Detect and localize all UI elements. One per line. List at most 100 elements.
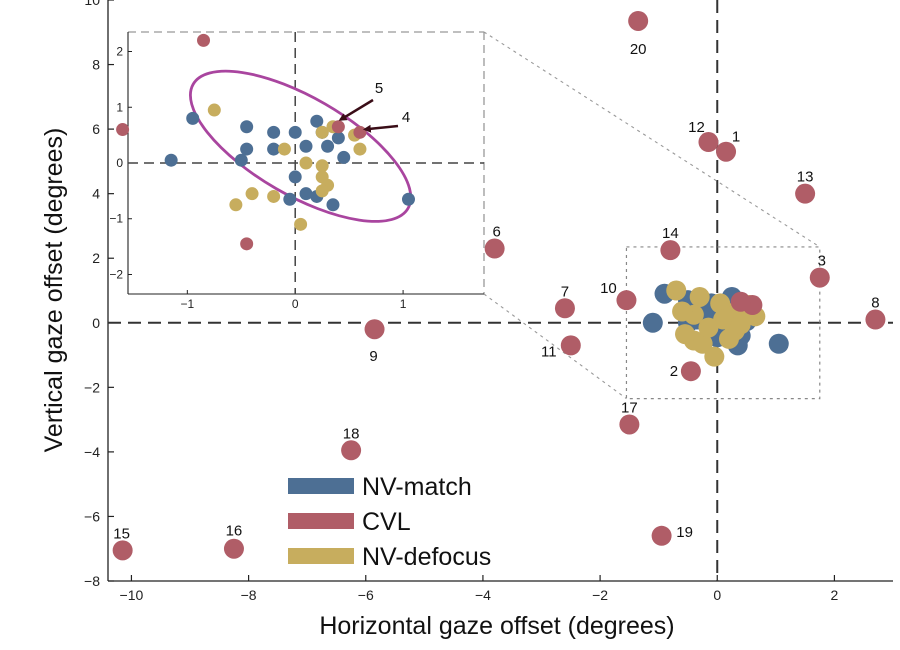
cvl-label-2: 2: [670, 363, 678, 380]
inset-point-nv-match: [299, 187, 313, 201]
arrow-5: [338, 98, 374, 121]
point-nv-match: [642, 312, 663, 333]
x-tick-label: −4: [475, 587, 491, 603]
inset-x-tick-label: 1: [400, 297, 407, 311]
point-cvl: [341, 440, 362, 461]
point-nv-defocus: [666, 280, 687, 301]
inset-point-nv-defocus: [229, 198, 243, 212]
point-cvl: [865, 309, 886, 330]
inset-point-nv-match: [310, 114, 324, 128]
x-axis-label: Horizontal gaze offset (degrees): [319, 612, 674, 640]
cvl-label-19: 19: [676, 524, 693, 541]
inset-point-cvl: [353, 125, 367, 139]
point-cvl: [795, 183, 816, 204]
inset-point-nv-match: [267, 142, 281, 156]
inset-point-nv-defocus: [315, 125, 329, 139]
point-nv-defocus: [689, 286, 710, 307]
x-tick-label: −8: [241, 587, 257, 603]
legend-label-nv-defocus: NV-defocus: [362, 543, 491, 571]
inset-point-nv-match: [164, 153, 178, 167]
cvl-label-17: 17: [621, 399, 638, 416]
cvl-label-11: 11: [541, 343, 557, 360]
inset-plot: −1 0 1 −2 −1 0 1 2 5 4: [109, 31, 485, 311]
inset-point-nv-match: [240, 142, 254, 156]
inset-point-nv-defocus: [353, 142, 367, 156]
cvl-label-12: 12: [688, 119, 705, 136]
point-cvl: [651, 525, 672, 546]
point-nv-defocus: [713, 309, 734, 330]
inset-point-nv-match: [267, 125, 281, 139]
point-cvl: [112, 540, 133, 561]
inset-point-nv-match: [331, 131, 345, 145]
inset-label-4: 4: [402, 109, 410, 126]
point-cvl: [628, 10, 649, 31]
point-cvl: [560, 335, 581, 356]
inset-point-nv-match: [234, 153, 248, 167]
point-cvl: [809, 267, 830, 288]
inset-y-tick-label: −1: [109, 212, 123, 226]
point-cvl: [223, 538, 244, 559]
inset-point-nv-defocus: [294, 217, 308, 231]
point-cvl: [680, 361, 701, 382]
cvl-label-16: 16: [226, 523, 243, 540]
x-tick-label: −2: [592, 587, 608, 603]
y-tick-label: 4: [92, 186, 100, 202]
y-tick-label: −6: [84, 508, 100, 524]
y-tick-label: 6: [92, 121, 100, 137]
inset-point-nv-defocus: [315, 159, 329, 173]
cvl-label-3: 3: [818, 253, 826, 270]
inset-point-nv-defocus: [315, 184, 329, 198]
zoom-connector-top: [483, 31, 821, 248]
inset-point-nv-match: [288, 125, 302, 139]
x-tick-label: −6: [358, 587, 374, 603]
point-cvl: [616, 290, 637, 311]
inset-point-nv-match: [186, 111, 200, 125]
inset-point-nv-defocus: [207, 103, 221, 117]
inset-point-nv-match: [288, 170, 302, 184]
point-cvl: [364, 319, 385, 340]
point-cvl: [619, 414, 640, 435]
y-tick-label: 2: [92, 250, 100, 266]
inset-point-cvl: [240, 237, 254, 251]
point-nv-defocus: [710, 293, 731, 314]
zoom-region: [625, 246, 821, 400]
y-tick-label: 10: [84, 0, 100, 8]
point-nv-defocus: [730, 314, 751, 335]
cvl-label-9: 9: [369, 348, 377, 365]
confidence-ellipse: [189, 69, 413, 223]
point-nv-defocus: [672, 301, 693, 322]
inset-point-nv-match: [401, 192, 415, 206]
point-nv-defocus: [692, 333, 713, 354]
main-plot: −10 −8 −6 −4 −2 0 2−8−6−4−20246810123678910111…: [84, 0, 893, 603]
legend-label-cvl: CVL: [362, 508, 411, 536]
inset-point-nv-match: [321, 139, 335, 153]
cvl-label-6: 6: [492, 224, 500, 241]
inset-point-nv-match: [326, 198, 340, 212]
point-cvl: [698, 132, 719, 153]
cvl-label-15: 15: [113, 525, 130, 542]
inset-point-nv-match: [240, 120, 254, 134]
inset-x-tick-label: −1: [180, 297, 194, 311]
inset-point-cvl: [197, 33, 211, 47]
inset-y-tick-label: 1: [116, 100, 123, 114]
point-nv-defocus: [718, 328, 739, 349]
cvl-label-14: 14: [662, 225, 679, 242]
inset-label-5: 5: [375, 80, 383, 97]
inset-point-nv-defocus: [277, 142, 291, 156]
y-tick-label: −8: [84, 573, 100, 589]
y-tick-label: 8: [92, 57, 100, 73]
inset-point-nv-match: [337, 150, 351, 164]
x-tick-label: 2: [831, 587, 839, 603]
cvl-label-1: 1: [732, 129, 740, 146]
legend-swatch-nv-match: [288, 478, 354, 494]
legend: NV-match CVL NV-defocus: [288, 473, 491, 571]
inset-point-cvl: [116, 123, 130, 137]
legend-label-nv-match: NV-match: [362, 473, 472, 501]
y-tick-label: −4: [84, 444, 100, 460]
legend-swatch-nv-defocus: [288, 548, 354, 564]
x-tick-label: 0: [713, 587, 721, 603]
point-cvl: [730, 291, 751, 312]
legend-swatch-cvl: [288, 513, 354, 529]
arrow-4: [362, 124, 399, 133]
